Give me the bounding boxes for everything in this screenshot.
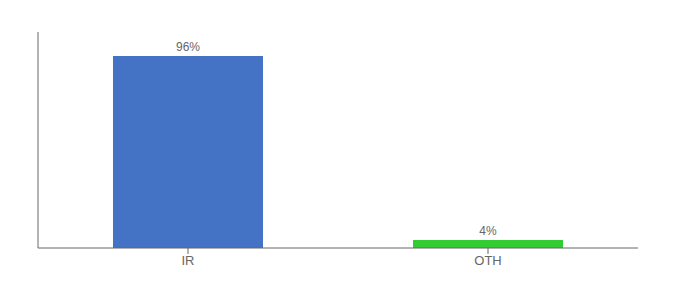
svg-text:96%: 96%: [176, 40, 200, 54]
svg-text:OTH: OTH: [474, 253, 501, 268]
svg-text:4%: 4%: [479, 224, 497, 238]
svg-text:IR: IR: [182, 253, 195, 268]
